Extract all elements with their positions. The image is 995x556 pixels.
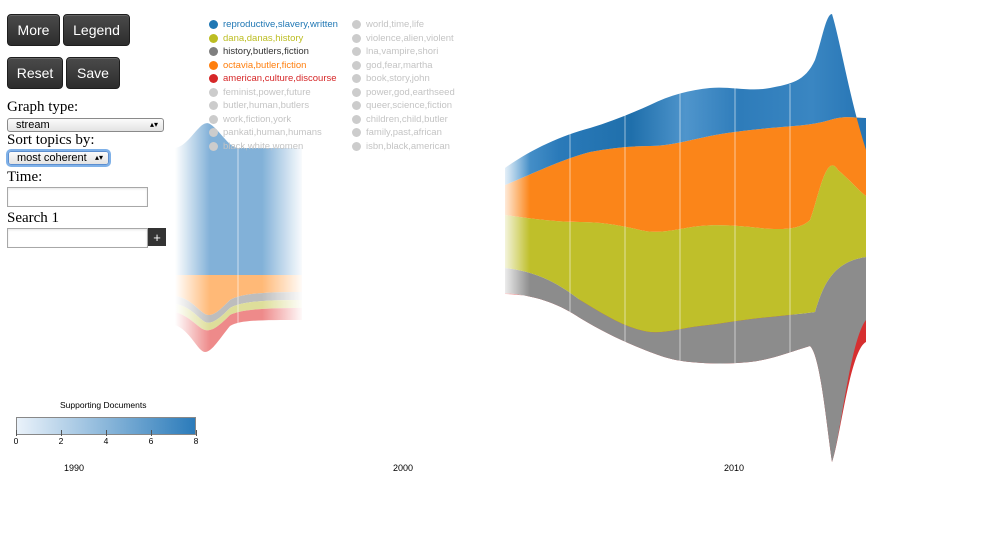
legend-item-inactive[interactable]: power,god,earthseed [352,87,455,98]
legend-item-label: work,fiction,york [223,113,292,125]
legend-item-inactive[interactable]: children,child,butler [352,114,448,125]
legend-dot-icon [352,87,361,97]
legend-item-inactive[interactable]: god,fear,martha [352,60,433,71]
scale-tick-mark [61,430,62,436]
legend-item-label: isbn,black,american [366,140,450,152]
legend-item-inactive[interactable]: world,time,life [352,19,424,30]
year-label-2010: 2010 [724,463,745,473]
legend-item-inactive[interactable]: isbn,black,american [352,141,450,152]
scale-tick-label: 4 [103,436,109,446]
select-arrows-icon: ▴▾ [94,153,103,162]
legend-item-label: book,story,john [366,73,430,84]
scale-tick-label: 0 [13,436,19,446]
legend-item-label: violence,alien,violent [366,32,454,44]
legend-dot-icon [209,33,218,43]
stream-left [175,110,304,360]
legend-dot-icon [352,47,361,56]
legend-dot-icon [209,60,218,70]
legend-item-label: dana,danas,history [223,32,304,44]
scale-tick-label: 8 [193,436,199,446]
legend-item-label: family,past,african [366,127,442,138]
year-label-1990: 1990 [64,463,85,473]
legend-item-label: power,god,earthseed [366,86,455,98]
legend-dot-icon [352,128,361,137]
legend-item-label: pankati,human,humans [223,127,322,138]
time-input[interactable] [7,187,148,207]
scale-tick-mark [196,430,197,436]
scale-title: Supporting Documents [60,400,147,410]
legend-item-label: american,culture,discourse [223,73,337,84]
legend-button[interactable]: Legend [63,14,130,46]
legend-item-label: reproductive,slavery,written [223,19,338,30]
year-label-2000: 2000 [393,463,414,473]
legend-item-label: feminist,power,future [223,86,311,98]
sort-topics-label: Sort topics by: [7,132,95,148]
legend-dot-icon [209,47,218,56]
legend-item-active[interactable]: history,butlers,fiction [209,46,309,57]
legend-dot-icon [209,128,218,137]
search-input[interactable] [7,228,148,248]
scale-tick-mark [151,430,152,436]
save-button[interactable]: Save [66,57,120,89]
legend-item-inactive[interactable]: butler,human,butlers [209,100,309,111]
legend-item-label: history,butlers,fiction [223,46,309,57]
legend-dot-icon [209,74,218,83]
legend-item-inactive[interactable]: queer,science,fiction [352,100,452,111]
legend-dot-icon [352,114,361,124]
legend-item-label: children,child,butler [366,113,448,125]
legend-item-inactive[interactable]: work,fiction,york [209,114,291,125]
select-arrows-icon: ▴▾ [149,120,158,129]
legend-dot-icon [352,20,361,29]
legend-dot-icon [352,101,361,110]
legend-item-label: world,time,life [366,19,425,30]
reset-button[interactable]: Reset [7,57,63,89]
legend-dot-icon [209,101,218,110]
graph-type-value: stream [16,119,50,131]
legend-item-inactive[interactable]: lna,vampire,shori [352,46,438,57]
legend-item-inactive[interactable]: pankati,human,humans [209,127,322,138]
legend-dot-icon [209,87,218,97]
legend-item-label: god,fear,martha [366,59,433,71]
legend-dot-icon [209,20,218,29]
legend-item-inactive[interactable]: violence,alien,violent [352,33,454,44]
sort-topics-select[interactable]: most coherent ▴▾ [8,151,109,165]
sort-topics-value: most coherent [17,152,87,164]
legend-dot-icon [352,33,361,43]
legend-item-active[interactable]: dana,danas,history [209,33,303,44]
legend-item-active[interactable]: octavia,butler,fiction [209,60,306,71]
scale-tick-mark [106,430,107,436]
legend-dot-icon [352,141,361,151]
search-label: Search 1 [7,210,60,226]
legend-item-label: lna,vampire,shori [366,46,439,57]
legend-dot-icon [352,60,361,70]
scale-tick-mark [16,430,17,436]
graph-type-label: Graph type: [7,99,79,115]
stream-main [500,14,866,462]
legend-item-label: queer,science,fiction [366,100,453,111]
more-button[interactable]: More [7,14,60,46]
legend-item-label: octavia,butler,fiction [223,59,307,71]
legend-item-active[interactable]: reproductive,slavery,written [209,19,338,30]
scale-tick-label: 6 [148,436,154,446]
add-search-button[interactable]: + [148,228,166,246]
scale-tick-label: 2 [58,436,64,446]
legend-item-inactive[interactable]: family,past,african [352,127,442,138]
legend-item-active[interactable]: american,culture,discourse [209,73,337,84]
legend-dot-icon [209,114,218,124]
time-label: Time: [7,169,43,185]
legend-dot-icon [209,141,218,151]
legend-item-label: black,white,women [223,140,304,152]
legend-item-inactive[interactable]: book,story,john [352,73,430,84]
legend-dot-icon [352,74,361,83]
legend-item-inactive[interactable]: black,white,women [209,141,303,152]
legend-item-inactive[interactable]: feminist,power,future [209,87,311,98]
legend-item-label: butler,human,butlers [223,100,310,111]
graph-type-select[interactable]: stream ▴▾ [7,118,164,132]
topic-legend: reproductive,slavery,written dana,danas,h… [209,19,469,159]
